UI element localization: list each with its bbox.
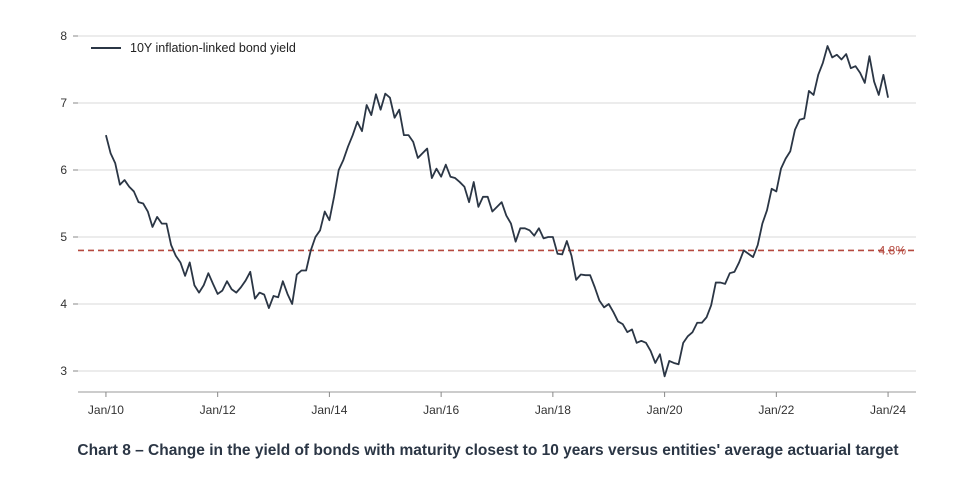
chart-caption: Chart 8 – Change in the yield of bonds w… xyxy=(77,442,899,459)
y-tick-label: 5 xyxy=(60,230,67,244)
x-axis-ticks: Jan/10 Jan/12 Jan/14 Jan/16 Jan/18 Jan/20 Jan/… xyxy=(88,392,906,417)
series-line-10y-inflation-linked-bond-yield xyxy=(105,45,889,378)
legend: 10Y inflation-linked bond yield xyxy=(91,41,296,55)
x-tick-label: Jan/10 xyxy=(88,403,124,417)
x-tick-label: Jan/12 xyxy=(200,403,236,417)
y-tick-label: 4 xyxy=(60,297,67,311)
y-tick-label: 6 xyxy=(60,163,67,177)
grid-lines xyxy=(78,35,916,372)
x-tick-label: Jan/16 xyxy=(423,403,459,417)
x-tick-label: Jan/14 xyxy=(311,403,347,417)
target-reference: 4.8% xyxy=(78,243,916,257)
x-tick-label: Jan/22 xyxy=(758,403,794,417)
y-axis-ticks: 3 4 5 6 7 8 xyxy=(60,29,78,378)
series-layer xyxy=(105,45,889,378)
x-tick-label: Jan/24 xyxy=(870,403,906,417)
target-reference-label: 4.8% xyxy=(879,243,907,257)
x-tick-label: Jan/20 xyxy=(647,403,683,417)
legend-label: 10Y inflation-linked bond yield xyxy=(130,41,296,55)
x-tick-label: Jan/18 xyxy=(535,403,571,417)
y-tick-label: 8 xyxy=(60,29,67,43)
y-tick-label: 7 xyxy=(60,96,67,110)
y-tick-label: 3 xyxy=(60,364,67,378)
